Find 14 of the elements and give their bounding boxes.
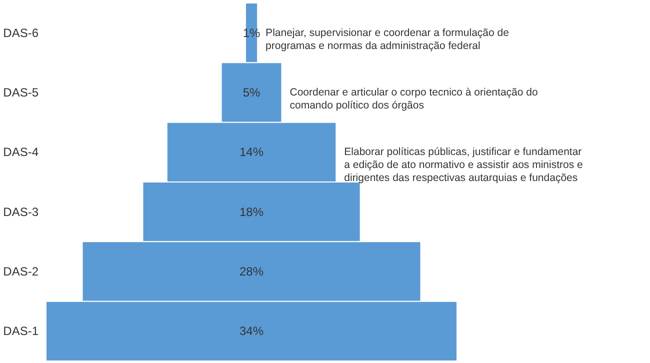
category-label: DAS-3 — [3, 204, 39, 219]
data-label: 18% — [240, 204, 264, 219]
data-label: 5% — [242, 86, 261, 100]
category-label: DAS-4 — [3, 145, 39, 160]
text: Elaborar políticas públicas, justificar e fundamentar a edição de ato normativo e assistir aos ministros e dirigentes das respectivas autarquias e fundações — [344, 146, 583, 184]
data-label: 28% — [240, 264, 264, 278]
category-label: DAS-1 — [3, 324, 39, 338]
data-label: 14% — [240, 145, 264, 160]
text: Coordenar e articular o corpo tecnico à orientação do comando político dos órgãos — [290, 86, 538, 112]
text: Planejar, supervisionar e coordenar a formulação de programas e normas da administração federal — [266, 26, 510, 52]
data-label: 34% — [240, 324, 264, 338]
category-label: DAS-5 — [3, 86, 39, 100]
category-label: DAS-2 — [3, 264, 39, 278]
category-label: DAS-6 — [3, 26, 39, 40]
